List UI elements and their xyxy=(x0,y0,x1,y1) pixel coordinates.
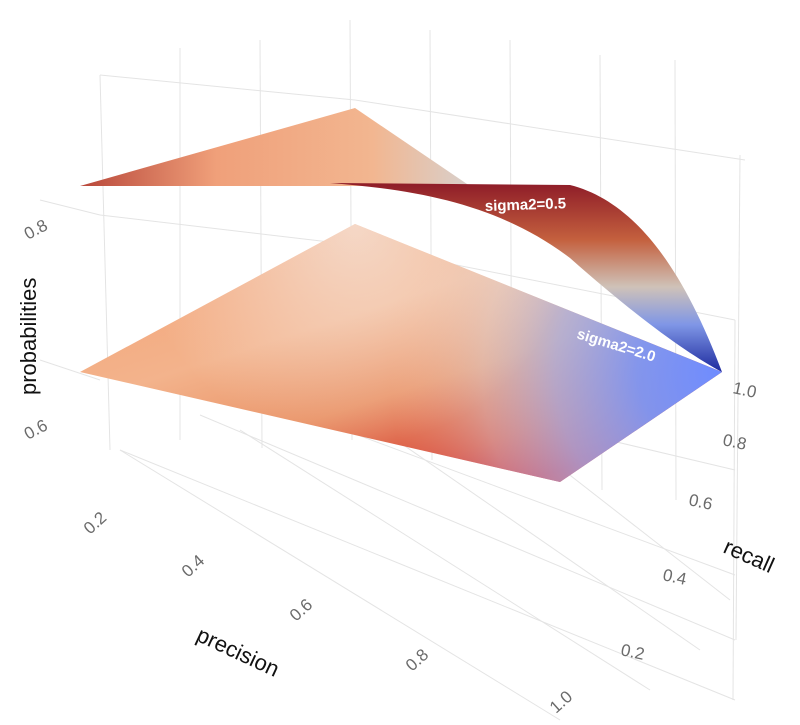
grid-line xyxy=(99,214,356,246)
grid-line xyxy=(199,414,736,641)
grid-line xyxy=(99,74,356,101)
y-tick-label: 1.0 xyxy=(731,378,758,401)
grid-line xyxy=(119,449,561,721)
grid-line xyxy=(359,414,701,651)
x-tick-label: 0.4 xyxy=(178,551,208,581)
grid-line xyxy=(732,319,736,701)
grid-line xyxy=(39,359,101,381)
z-axis-title: probabilities xyxy=(16,278,41,395)
surface-highlight xyxy=(80,224,722,482)
surface-sigma2=0.5-fold xyxy=(330,183,722,372)
x-tick-label: 0.8 xyxy=(402,645,432,675)
y-axis-title: recall xyxy=(720,534,778,578)
grid-line xyxy=(119,449,736,701)
grid-line xyxy=(735,154,741,641)
y-tick-label: 0.8 xyxy=(721,430,748,453)
z-tick-label: 0.8 xyxy=(21,216,51,244)
x-tick-label: 0.2 xyxy=(80,508,110,538)
series-label: sigma2=0.5 xyxy=(485,195,567,215)
grid-line xyxy=(99,74,111,451)
x-tick-label: 0.6 xyxy=(286,595,316,625)
x-axis-title: precision xyxy=(193,622,283,682)
z-tick-label: 0.6 xyxy=(21,416,51,444)
grid-line xyxy=(354,99,746,161)
x-tick-label: 1.0 xyxy=(546,687,576,717)
y-tick-label: 0.6 xyxy=(687,490,714,513)
surface-sigma2=0.5 xyxy=(80,108,470,186)
y-tick-label: 0.4 xyxy=(661,565,688,589)
y-tick-label: 0.2 xyxy=(619,640,646,664)
grid-line xyxy=(239,429,651,691)
grid-line xyxy=(39,199,101,216)
